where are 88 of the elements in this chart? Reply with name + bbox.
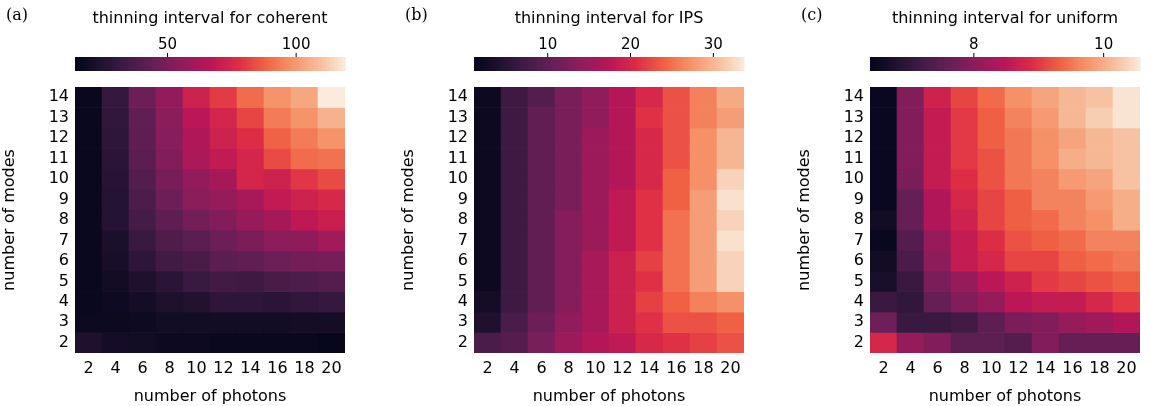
color-bar-title: thinning interval for uniform: [891, 8, 1119, 27]
y-tick-label: 8: [853, 209, 864, 229]
x-tick-label: 10: [186, 357, 207, 377]
y-tick-label: 4: [58, 291, 69, 310]
y-tick-label: 7: [58, 229, 69, 249]
y-tick-label: 14: [843, 86, 864, 106]
y-tick-label: 9: [853, 188, 864, 208]
text: (a): [6, 5, 29, 24]
y-tick-label: 8: [457, 209, 468, 229]
y-axis-title: number of modes: [0, 149, 18, 291]
x-tick-label: 8: [563, 357, 574, 377]
x-tick-label: 12: [612, 357, 633, 377]
color-bar-label: 10: [1094, 35, 1114, 53]
y-tick-label: 3: [457, 311, 468, 331]
y-tick-label: 6: [457, 250, 468, 270]
x-tick-label: 4: [905, 357, 916, 377]
y-tick-label: 12: [843, 127, 864, 147]
x-tick-label: 14: [1035, 357, 1056, 377]
x-tick-label: 14: [240, 357, 261, 377]
y-tick-label: 2: [58, 331, 69, 351]
y-tick-label: 9: [457, 188, 468, 208]
x-axis-title: number of photons: [133, 385, 287, 405]
y-tick-label: 5: [58, 270, 69, 290]
x-tick-label: 8: [959, 357, 970, 377]
x-tick-label: 20: [720, 357, 741, 377]
y-tick-label: 8: [58, 209, 69, 229]
x-tick-label: 2: [482, 357, 493, 377]
color-bar-label: 50: [158, 35, 178, 53]
y-tick-label: 3: [58, 311, 69, 331]
y-tick-label: 4: [457, 291, 468, 310]
y-tick-label: 12: [48, 127, 69, 147]
y-tick-label: 3: [853, 311, 864, 331]
x-tick-label: 18: [693, 357, 714, 377]
x-tick-label: 6: [932, 357, 943, 377]
y-tick-label: 10: [447, 168, 468, 188]
y-tick-label: 4: [853, 291, 864, 310]
x-tick-label: 4: [110, 357, 121, 377]
x-tick-label: 18: [294, 357, 315, 377]
x-tick-label: 2: [878, 357, 889, 377]
x-tick-label: 16: [666, 357, 687, 377]
color-bar-label: 30: [703, 35, 723, 53]
y-axis-title: number of modes: [793, 149, 813, 291]
x-tick-label: 12: [1008, 357, 1029, 377]
y-tick-label: 13: [447, 106, 468, 126]
y-tick-label: 6: [853, 250, 864, 270]
y-tick-label: 10: [48, 168, 69, 188]
x-tick-label: 10: [981, 357, 1002, 377]
x-axis-title: number of photons: [532, 385, 686, 405]
y-tick-label: 6: [58, 250, 69, 270]
x-tick-label: 8: [164, 357, 175, 377]
y-tick-label: 5: [853, 270, 864, 290]
y-tick-label: 14: [48, 86, 69, 106]
x-tick-label: 6: [536, 357, 547, 377]
x-tick-label: 12: [213, 357, 234, 377]
x-tick-label: 10: [585, 357, 606, 377]
y-tick-label: 10: [843, 168, 864, 188]
y-tick-label: 11: [48, 147, 69, 167]
text: (b): [405, 5, 428, 24]
color-bar-title: thinning interval for coherent: [92, 8, 328, 27]
color-bar-label: 10: [538, 35, 558, 53]
color-bar-label: 20: [620, 35, 641, 53]
y-tick-label: 5: [457, 270, 468, 290]
x-tick-label: 20: [321, 357, 342, 377]
color-bar-label: 100: [281, 35, 311, 53]
x-tick-label: 16: [267, 357, 288, 377]
x-tick-label: 2: [83, 357, 94, 377]
x-tick-label: 18: [1089, 357, 1110, 377]
y-tick-label: 11: [843, 147, 864, 167]
x-axis-title: number of photons: [928, 385, 1082, 405]
y-tick-label: 13: [48, 106, 69, 126]
y-tick-label: 14: [447, 86, 468, 106]
text: (c): [801, 5, 823, 24]
y-tick-label: 2: [457, 331, 468, 351]
y-tick-label: 9: [58, 188, 69, 208]
y-tick-label: 12: [447, 127, 468, 147]
x-tick-label: 14: [639, 357, 660, 377]
y-tick-label: 7: [457, 229, 468, 249]
color-bar-label: 8: [969, 35, 979, 53]
y-axis-title: number of modes: [397, 149, 417, 291]
y-tick-label: 7: [853, 229, 864, 249]
x-tick-label: 16: [1062, 357, 1083, 377]
x-tick-label: 6: [137, 357, 148, 377]
color-bar-title: thinning interval for IPS: [514, 8, 704, 27]
x-tick-label: 20: [1116, 357, 1137, 377]
y-tick-label: 2: [853, 331, 864, 351]
y-tick-label: 11: [447, 147, 468, 167]
y-tick-label: 13: [843, 106, 864, 126]
x-tick-label: 4: [509, 357, 520, 377]
